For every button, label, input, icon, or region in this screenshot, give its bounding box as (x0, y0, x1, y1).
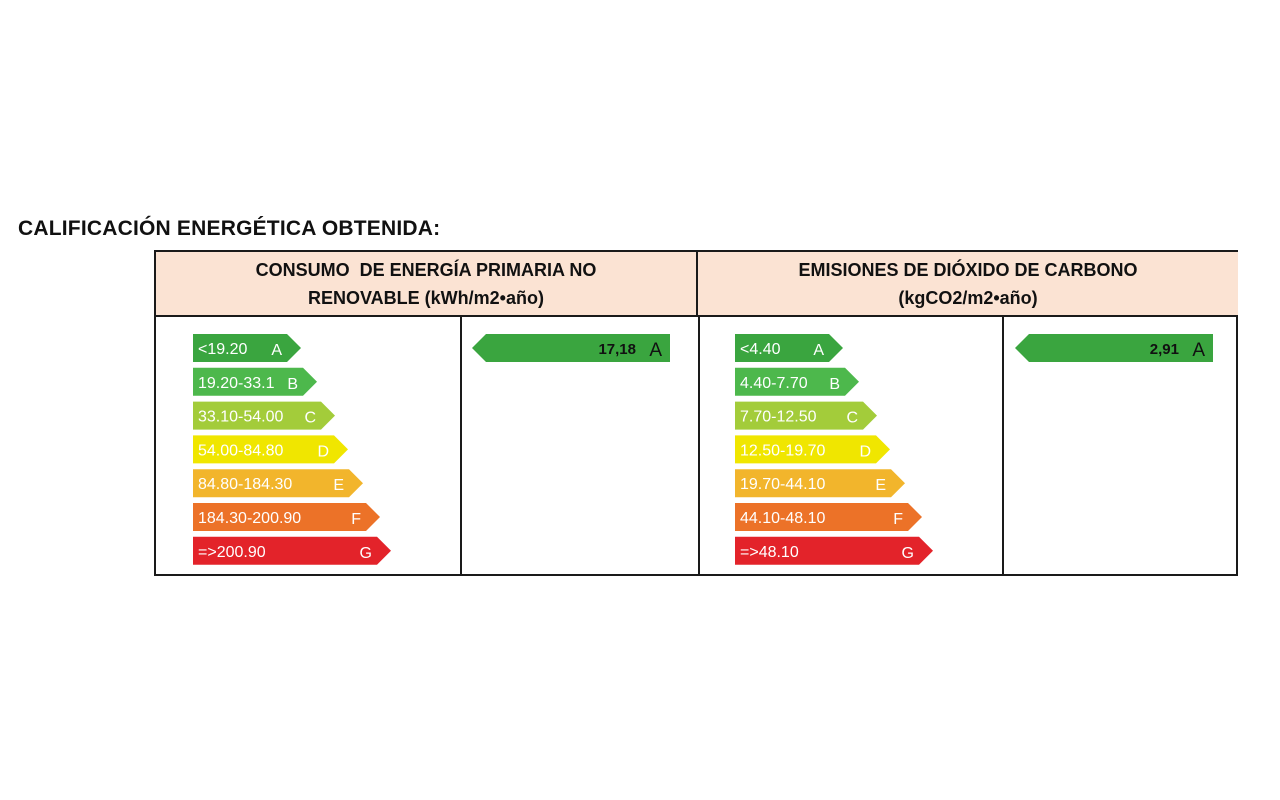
band-range-label: 84.80-184.30 (198, 476, 292, 493)
band-letter-label: G (902, 545, 914, 562)
band-range-label: =>200.90 (198, 544, 266, 561)
band-letter-label: E (875, 477, 886, 494)
band-emissions-d (735, 435, 890, 464)
energy-header-line1: CONSUMO DE ENERGÍA PRIMARIA NO (255, 259, 597, 280)
result-class: A (649, 340, 662, 361)
energy-header-line2: RENOVABLE (kWh/m2•año) (308, 287, 544, 308)
divider-emissions (1002, 317, 1004, 574)
band-range-label: 7.70-12.50 (740, 409, 817, 426)
band-letter-label: C (304, 410, 316, 427)
divider-energy (460, 317, 462, 574)
band-energy-f (193, 503, 380, 531)
band-letter-label: F (351, 511, 361, 528)
band-range-label: =>48.10 (740, 544, 799, 561)
emissions-header-line2: (kgCO2/m2•año) (898, 287, 1038, 308)
band-energy-a (193, 334, 301, 362)
band-range-label: 12.50-19.70 (740, 442, 826, 459)
page-title: CALIFICACIÓN ENERGÉTICA OBTENIDA: (18, 217, 441, 240)
divider-middle (698, 317, 700, 574)
emissions-header: EMISIONES DE DIÓXIDO DE CARBONO (kgCO2/m… (698, 252, 1238, 317)
band-letter-label: G (360, 545, 372, 562)
band-letter-label: A (813, 342, 824, 359)
band-letter-label: B (829, 376, 840, 393)
band-letter-label: C (846, 410, 858, 427)
emissions-header-line1: EMISIONES DE DIÓXIDO DE CARBONO (798, 259, 1138, 280)
band-range-label: 184.30-200.90 (198, 510, 301, 527)
band-range-label: 44.10-48.10 (740, 510, 826, 527)
band-letter-label: F (893, 511, 903, 528)
band-letter-label: D (859, 443, 871, 460)
band-emissions-f (735, 503, 922, 531)
band-range-label: 33.10-54.00 (198, 409, 284, 426)
band-range-label: 4.40-7.70 (740, 375, 808, 392)
band-letter-label: E (333, 477, 344, 494)
band-range-label: <19.20 (198, 341, 247, 358)
band-emissions-a (735, 334, 843, 362)
band-emissions-g (735, 536, 933, 565)
band-emissions-b (735, 367, 859, 396)
band-letter-label: A (271, 342, 282, 359)
band-range-label: 19.20-33.1 (198, 375, 275, 392)
result-class: A (1192, 340, 1205, 361)
band-emissions-c (735, 401, 877, 430)
band-energy-b (193, 367, 317, 396)
energy-header: CONSUMO DE ENERGÍA PRIMARIA NO RENOVABLE… (156, 252, 698, 317)
band-letter-label: D (317, 443, 329, 460)
band-letter-label: B (287, 376, 298, 393)
band-energy-d (193, 435, 348, 464)
band-range-label: <4.40 (740, 341, 781, 358)
band-range-label: 19.70-44.10 (740, 476, 826, 493)
band-emissions-e (735, 469, 905, 498)
band-range-label: 54.00-84.80 (198, 442, 284, 459)
band-energy-g (193, 536, 391, 565)
rating-table: CONSUMO DE ENERGÍA PRIMARIA NO RENOVABLE… (154, 250, 1238, 576)
result-value: 2,91 (1150, 341, 1179, 358)
result-value: 17,18 (598, 341, 636, 358)
result-arrow-energy (472, 334, 670, 362)
result-arrow-emissions (1015, 334, 1213, 362)
band-energy-e (193, 469, 363, 498)
band-energy-c (193, 401, 335, 430)
